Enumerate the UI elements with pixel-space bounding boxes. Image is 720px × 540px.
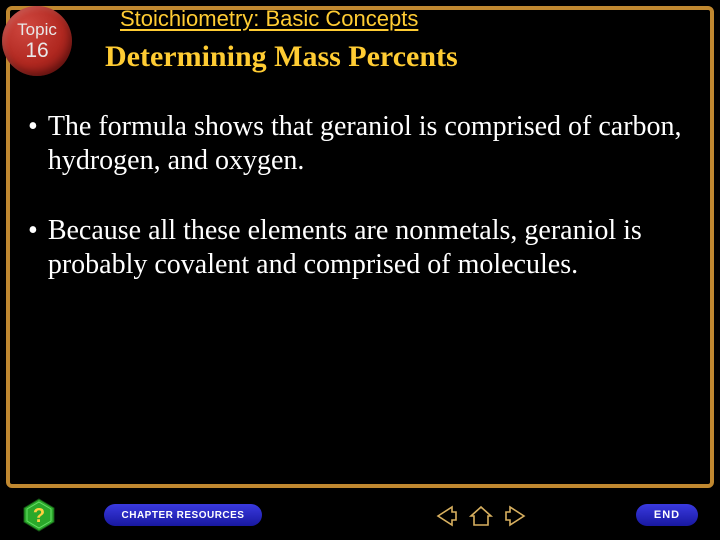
chapter-resources-button[interactable]: CHAPTER RESOURCES (104, 504, 262, 526)
bullet-dot-icon: • (28, 110, 38, 144)
help-icon[interactable]: ? (22, 498, 56, 532)
bullet-text: The formula shows that geraniol is compr… (48, 110, 690, 178)
chapter-resources-label: CHAPTER RESOURCES (122, 510, 245, 521)
bullet-text: Because all these elements are nonmetals… (48, 214, 690, 282)
nav-next-button[interactable] (502, 504, 528, 528)
nav-prev-button[interactable] (434, 504, 460, 528)
bullet-item: • The formula shows that geraniol is com… (28, 110, 690, 178)
topic-number: 16 (25, 40, 48, 61)
nav-button-group (434, 504, 528, 528)
bullet-item: • Because all these elements are nonmeta… (28, 214, 690, 282)
end-button-label: END (654, 509, 680, 521)
svg-text:?: ? (33, 505, 45, 527)
nav-home-button[interactable] (468, 504, 494, 528)
slide-content: • The formula shows that geraniol is com… (28, 110, 690, 319)
topic-badge: Topic 16 (2, 6, 72, 76)
topic-label: Topic (17, 21, 57, 38)
end-button[interactable]: END (636, 504, 698, 526)
navigation-bar: ? CHAPTER RESOURCES END (0, 492, 720, 532)
chapter-title: Stoichiometry: Basic Concepts (120, 6, 418, 32)
bullet-dot-icon: • (28, 214, 38, 248)
section-title: Determining Mass Percents (105, 40, 458, 74)
